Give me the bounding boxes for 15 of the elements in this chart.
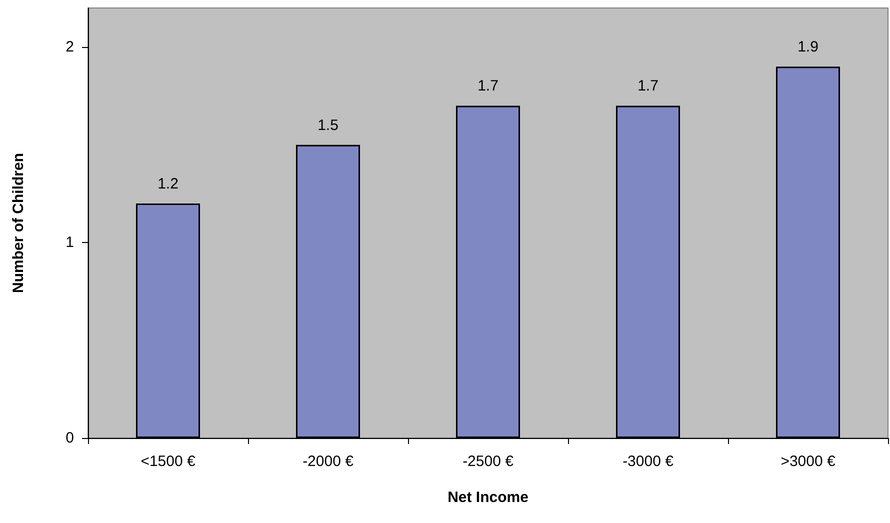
x-axis-title: Net Income (448, 489, 528, 506)
y-tick-label: 1 (66, 234, 74, 252)
x-tick-label: -2500 € (462, 453, 514, 470)
x-tick-label: -2000 € (302, 453, 354, 470)
x-tick-label: -3000 € (622, 453, 674, 470)
x-tick-label: >3000 € (780, 453, 836, 470)
data-label: 1.7 (478, 78, 498, 95)
data-label: 1.7 (638, 78, 658, 95)
data-label: 1.5 (318, 116, 338, 134)
y-axis-title: Number of Children (10, 152, 27, 294)
y-tick-label: 2 (66, 38, 74, 56)
data-label: 1.9 (798, 38, 818, 56)
data-label: 1.2 (158, 175, 178, 192)
x-tick-label: <1500 € (140, 453, 196, 470)
y-tick-label: 0 (66, 430, 74, 446)
